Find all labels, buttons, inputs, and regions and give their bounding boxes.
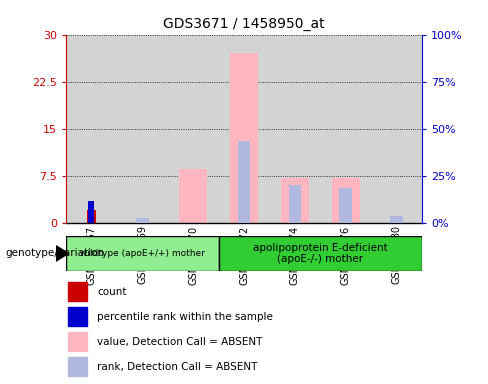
Text: count: count xyxy=(97,287,126,297)
Bar xyxy=(68,282,87,301)
Bar xyxy=(136,218,148,223)
Bar xyxy=(390,217,403,223)
Bar xyxy=(371,35,422,223)
Bar xyxy=(219,236,422,271)
Bar xyxy=(320,35,371,223)
Text: value, Detection Call = ABSENT: value, Detection Call = ABSENT xyxy=(97,337,263,347)
Bar xyxy=(332,177,360,223)
Bar xyxy=(87,210,96,223)
Bar xyxy=(68,307,87,326)
Bar xyxy=(68,357,87,376)
Bar xyxy=(288,185,301,223)
Text: genotype/variation: genotype/variation xyxy=(5,248,104,258)
Text: percentile rank within the sample: percentile rank within the sample xyxy=(97,312,273,322)
Bar xyxy=(230,53,258,223)
Bar xyxy=(179,169,207,223)
Bar xyxy=(66,236,219,271)
Bar xyxy=(269,35,320,223)
Text: apolipoprotein E-deficient
(apoE-/-) mother: apolipoprotein E-deficient (apoE-/-) mot… xyxy=(253,243,387,264)
Bar xyxy=(117,35,168,223)
Bar xyxy=(168,35,219,223)
Text: rank, Detection Call = ABSENT: rank, Detection Call = ABSENT xyxy=(97,362,257,372)
Bar xyxy=(66,35,117,223)
Text: wildtype (apoE+/+) mother: wildtype (apoE+/+) mother xyxy=(80,249,204,258)
Bar xyxy=(88,201,94,223)
Bar xyxy=(238,141,250,223)
Bar xyxy=(219,35,269,223)
Bar xyxy=(340,188,352,223)
Bar xyxy=(281,177,309,223)
Polygon shape xyxy=(56,246,68,261)
Text: GDS3671 / 1458950_at: GDS3671 / 1458950_at xyxy=(163,17,325,31)
Bar xyxy=(68,332,87,351)
